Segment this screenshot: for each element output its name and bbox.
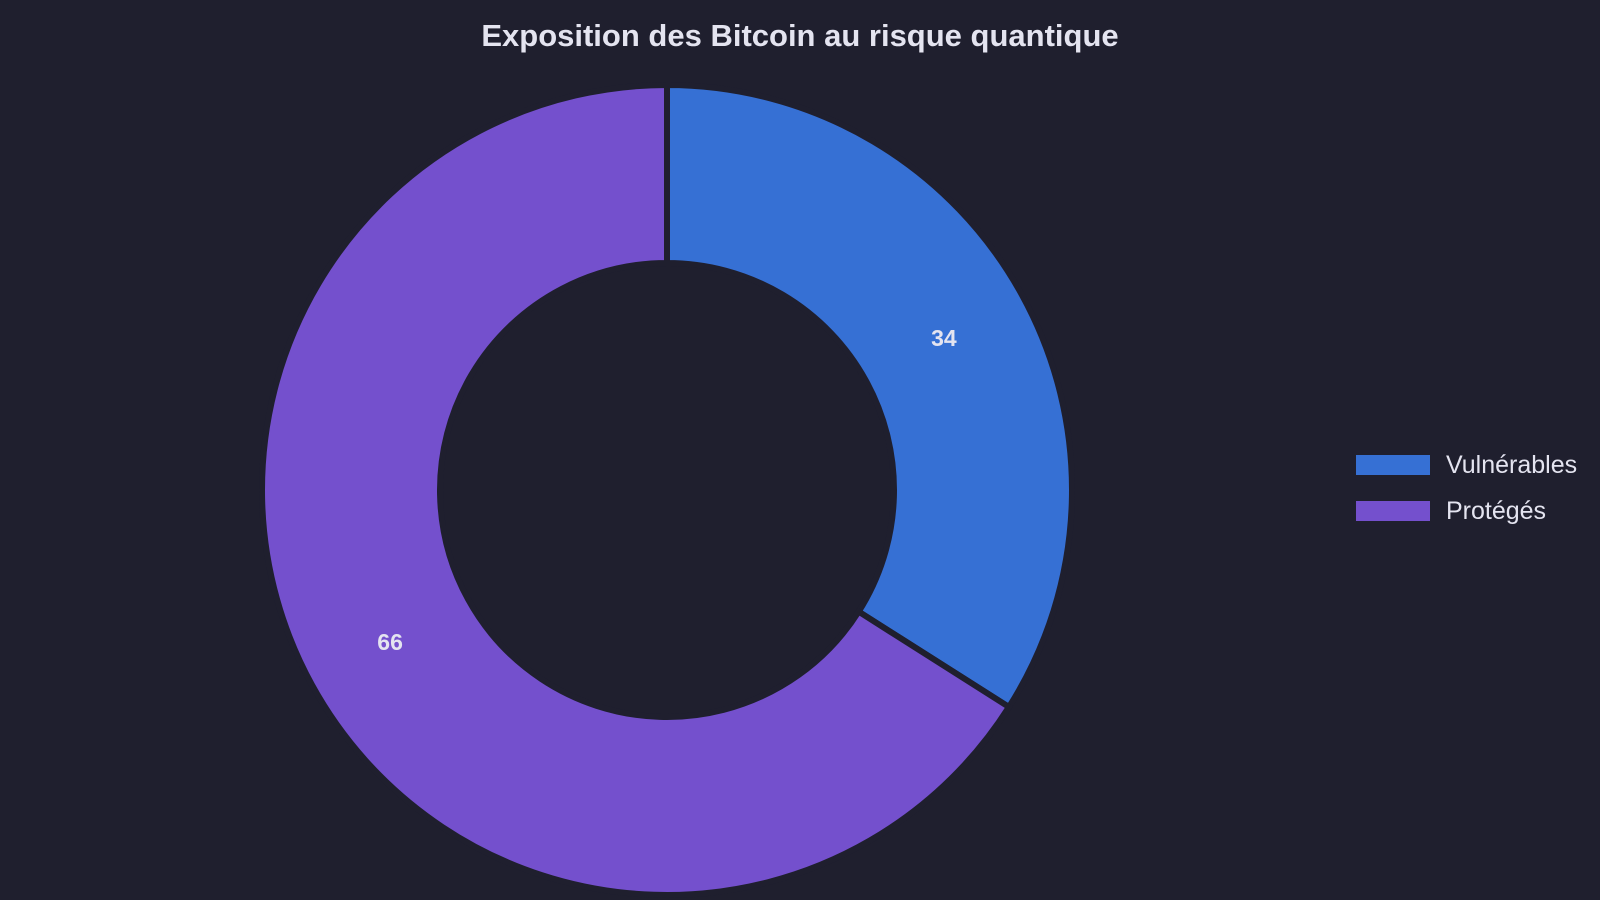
- data-label-vulnerables: 34: [931, 325, 957, 351]
- slice-proteges[interactable]: [259, 81, 1014, 898]
- legend-swatch-vulnerables: [1356, 455, 1430, 475]
- legend-label-proteges: Protégés: [1446, 496, 1547, 525]
- legend-swatch-proteges: [1356, 501, 1430, 521]
- legend-item-vulnerables[interactable]: Vulnérables: [1356, 447, 1577, 483]
- chart-title: Exposition des Bitcoin au risque quantiq…: [481, 18, 1119, 53]
- slice-vulnerables[interactable]: [664, 81, 1075, 712]
- legend-item-proteges[interactable]: Protégés: [1356, 493, 1577, 529]
- data-label-proteges: 66: [377, 629, 403, 655]
- legend-label-vulnerables: Vulnérables: [1446, 450, 1578, 479]
- legend: Vulnérables Protégés: [1356, 447, 1577, 539]
